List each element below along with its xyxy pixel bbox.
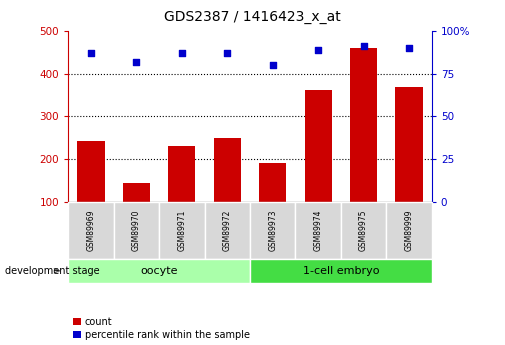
Bar xyxy=(395,87,423,245)
Text: development stage: development stage xyxy=(5,266,99,276)
Point xyxy=(132,59,140,65)
Bar xyxy=(159,202,205,259)
Point xyxy=(223,50,231,56)
Text: GSM89972: GSM89972 xyxy=(223,210,232,251)
Bar xyxy=(68,259,250,283)
Point xyxy=(269,62,277,68)
Bar xyxy=(305,90,332,245)
Text: GSM89973: GSM89973 xyxy=(268,209,277,251)
Point xyxy=(87,50,95,56)
Text: GSM89971: GSM89971 xyxy=(177,210,186,251)
Bar xyxy=(295,202,341,259)
Bar xyxy=(68,202,114,259)
Text: GDS2387 / 1416423_x_at: GDS2387 / 1416423_x_at xyxy=(164,10,341,24)
Bar xyxy=(114,202,159,259)
Text: GSM89999: GSM89999 xyxy=(405,209,414,251)
Bar xyxy=(250,202,295,259)
Text: GSM89970: GSM89970 xyxy=(132,209,141,251)
Text: GSM89975: GSM89975 xyxy=(359,209,368,251)
Point xyxy=(178,50,186,56)
Text: 1-cell embryo: 1-cell embryo xyxy=(302,266,379,276)
Legend: count, percentile rank within the sample: count, percentile rank within the sample xyxy=(73,317,249,340)
Bar xyxy=(123,184,150,245)
Text: GSM89974: GSM89974 xyxy=(314,209,323,251)
Point xyxy=(360,44,368,49)
Bar xyxy=(77,141,105,245)
Bar xyxy=(341,202,386,259)
Text: oocyte: oocyte xyxy=(140,266,178,276)
Bar xyxy=(259,164,286,245)
Bar xyxy=(168,146,195,245)
Bar xyxy=(386,202,432,259)
Bar xyxy=(250,259,432,283)
Point xyxy=(405,45,413,51)
Point xyxy=(314,47,322,52)
Text: GSM89969: GSM89969 xyxy=(86,209,95,251)
Bar xyxy=(205,202,250,259)
Bar xyxy=(350,48,377,245)
Bar xyxy=(214,138,241,245)
